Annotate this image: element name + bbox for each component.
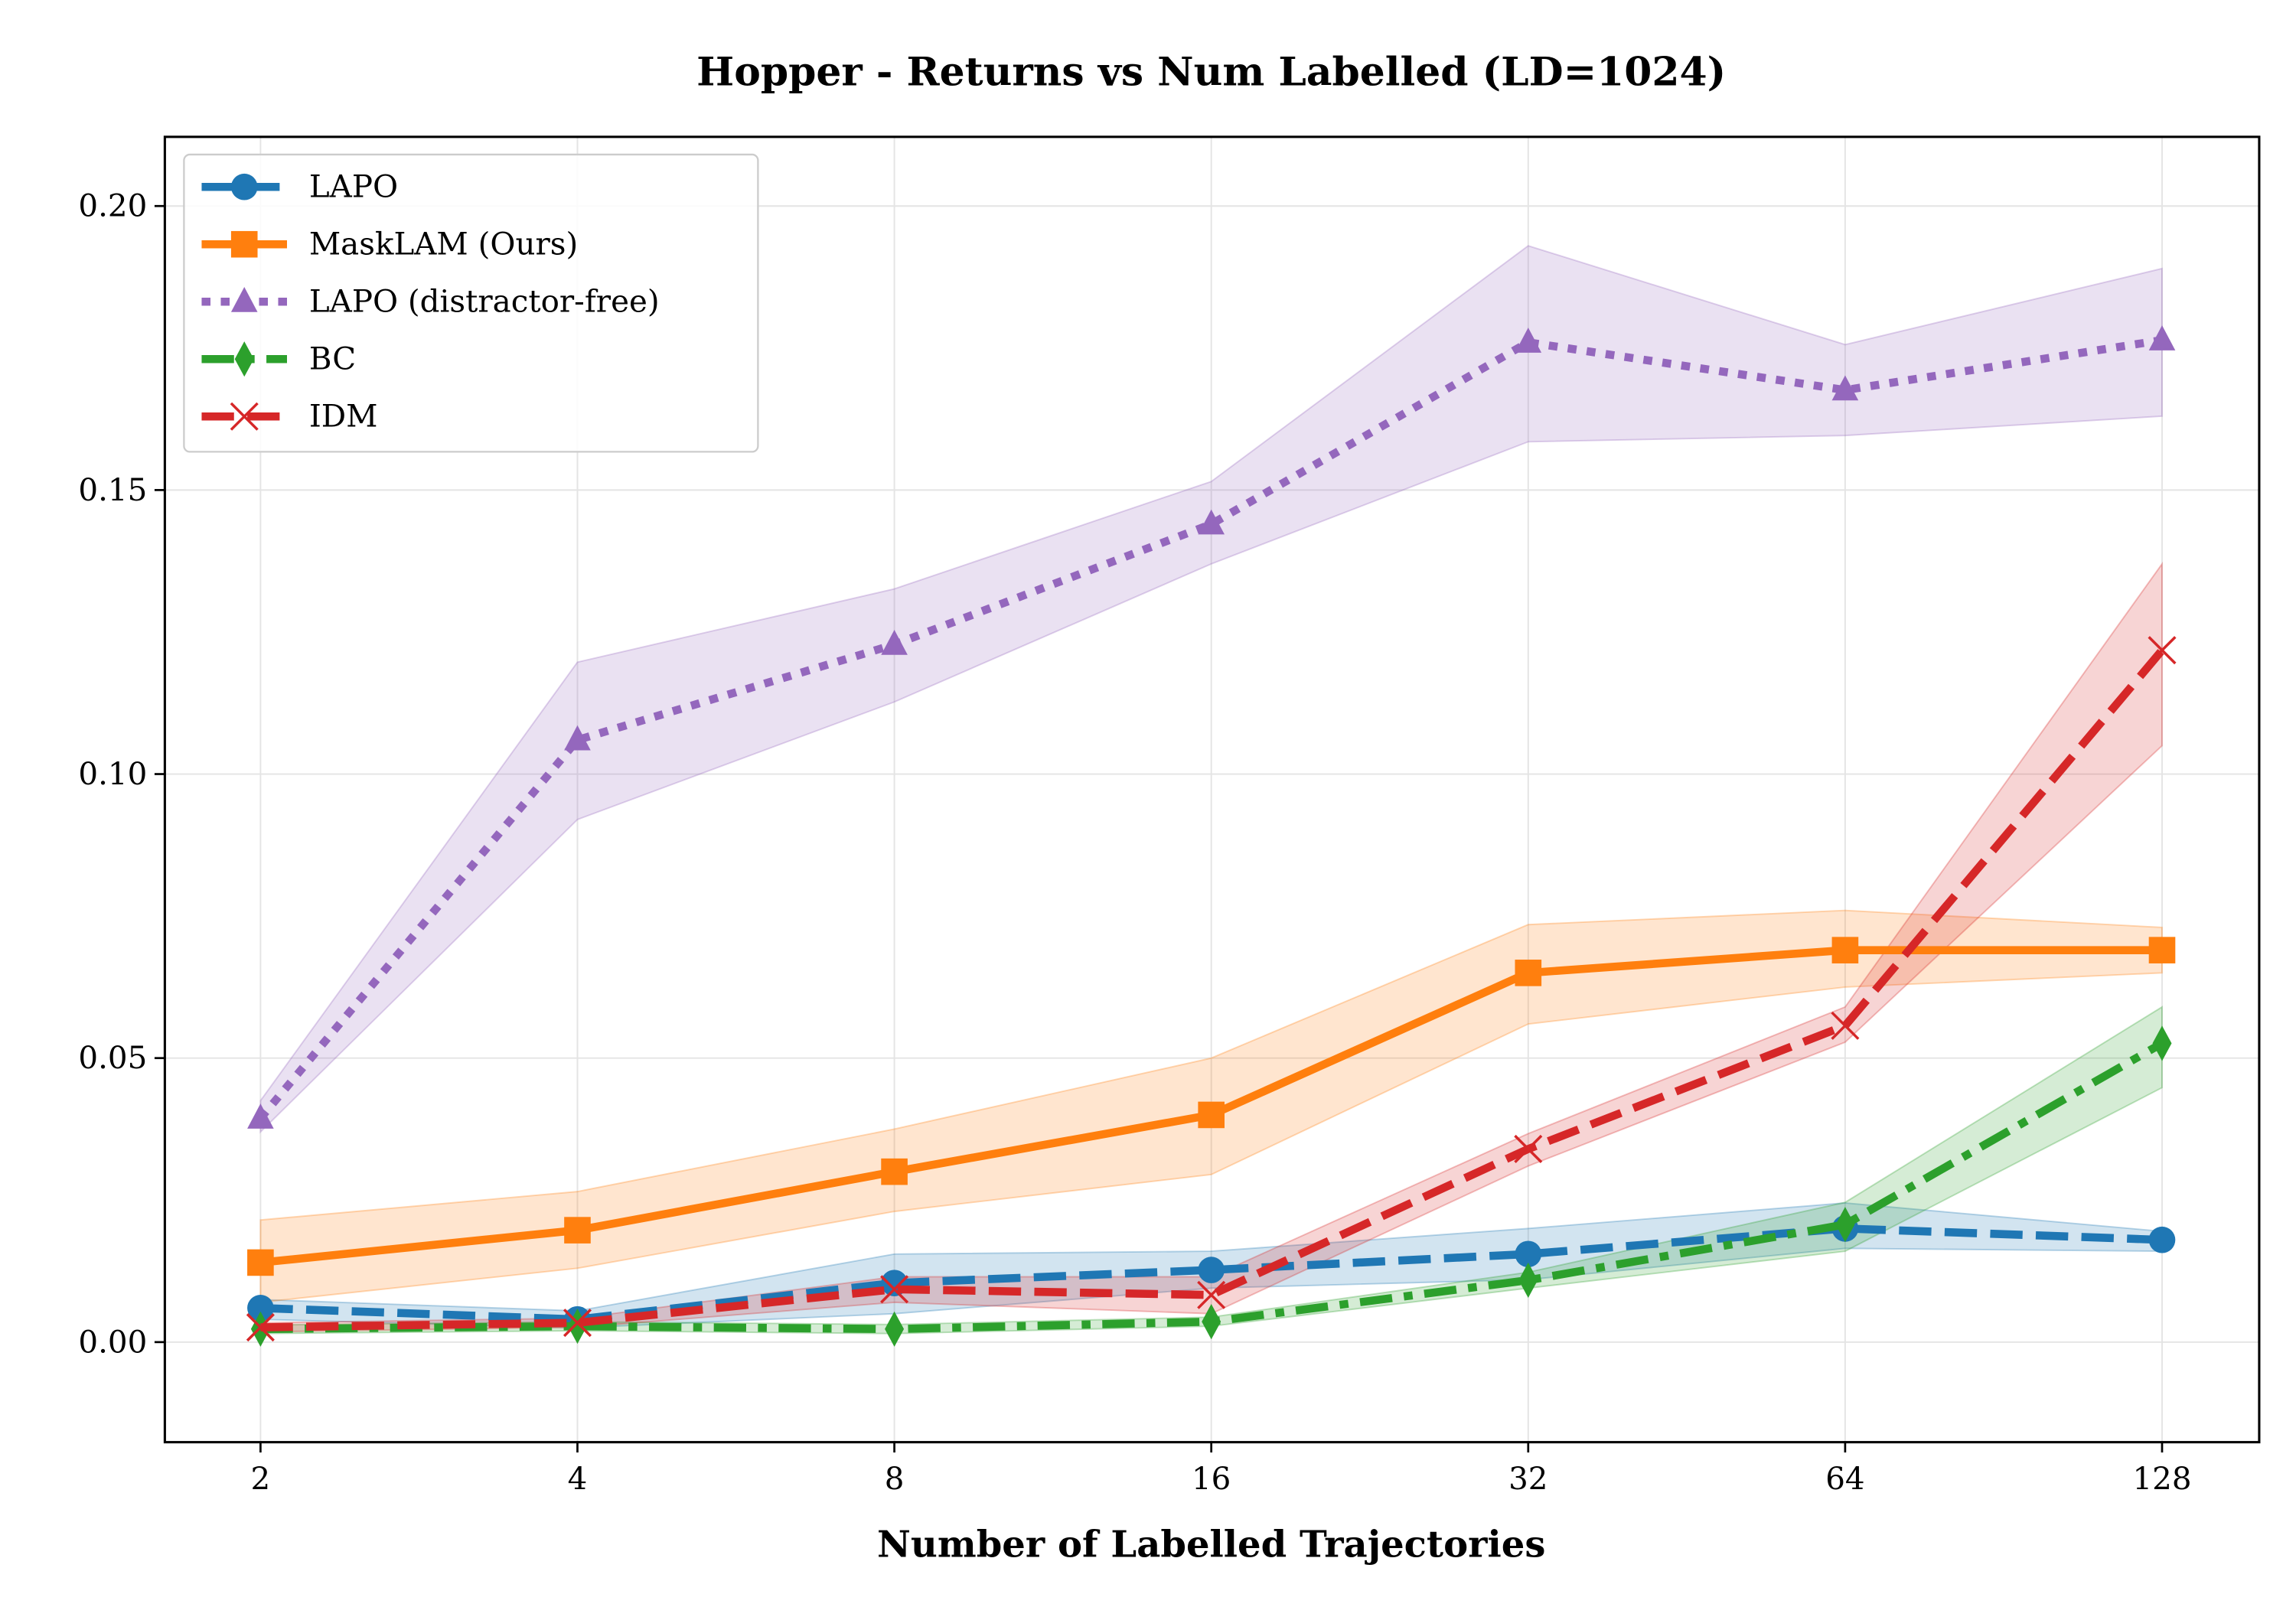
- marker-lapo: [1198, 1257, 1225, 1283]
- legend-box: [183, 153, 759, 453]
- marker-masklam-ours: [881, 1158, 908, 1185]
- x-tick-label: 32: [1508, 1461, 1548, 1497]
- series-lines: [246, 325, 2177, 1347]
- legend-marker-masklam-ours: [230, 230, 258, 258]
- marker-lapo: [2148, 1226, 2176, 1253]
- axis-ticks: 2 4 8 16 32 64 128 0.00 0.05 0.10 0.15 0.20: [78, 188, 2191, 1497]
- chart-title: Hopper - Returns vs Num Labelled (LD=102…: [696, 49, 1726, 96]
- marker-idm: [1514, 1134, 1543, 1163]
- x-tick-label: 2: [251, 1461, 271, 1497]
- marker-idm: [563, 1309, 592, 1338]
- marker-lapo-distractor-free: [247, 1103, 274, 1129]
- legend-label-lapo-distractor-free: LAPO (distractor-free): [309, 284, 660, 320]
- marker-masklam-ours: [564, 1217, 591, 1244]
- legend: LAPO MaskLAM (Ours) LAPO (distractor-free)…: [183, 153, 759, 453]
- y-tick-label: 0.05: [78, 1040, 147, 1076]
- marker-masklam-ours: [2148, 937, 2176, 963]
- marker-masklam-ours: [1198, 1101, 1225, 1129]
- marker-lapo-distractor-free: [1515, 328, 1542, 353]
- band-lapo-distractor-free: [259, 245, 2163, 1134]
- y-tick-label: 0.15: [78, 472, 147, 508]
- marker-lapo-distractor-free: [564, 725, 591, 751]
- marker-bc: [1835, 1207, 1855, 1243]
- marker-idm: [246, 1313, 275, 1342]
- x-tick-label: 4: [568, 1461, 588, 1497]
- y-tick-label: 0.00: [78, 1324, 147, 1360]
- legend-label-bc: BC: [309, 341, 356, 377]
- x-tick-label: 64: [1825, 1461, 1864, 1497]
- marker-masklam-ours: [247, 1249, 274, 1276]
- marker-lapo-distractor-free: [881, 630, 908, 655]
- marker-idm: [880, 1275, 909, 1304]
- legend-label-lapo: LAPO: [309, 169, 398, 205]
- x-tick-label: 16: [1192, 1461, 1231, 1497]
- marker-lapo: [1515, 1240, 1542, 1268]
- legend-label-masklam-ours: MaskLAM (Ours): [309, 227, 578, 262]
- marker-bc: [885, 1311, 905, 1347]
- legend-marker-lapo: [230, 173, 258, 200]
- marker-idm: [1831, 1011, 1860, 1040]
- legend-label-idm: IDM: [309, 399, 378, 435]
- x-tick-label: 128: [2132, 1461, 2191, 1497]
- marker-lapo-distractor-free: [1831, 375, 1859, 401]
- marker-bc: [1518, 1262, 1538, 1299]
- x-tick-label: 8: [885, 1461, 905, 1497]
- marker-lapo-distractor-free: [2148, 325, 2176, 350]
- marker-masklam-ours: [1515, 960, 1542, 986]
- x-axis-label: Number of Labelled Trajectories: [877, 1524, 1545, 1566]
- y-tick-label: 0.20: [78, 188, 147, 224]
- marker-masklam-ours: [1831, 937, 1859, 963]
- marker-lapo-distractor-free: [1198, 509, 1225, 535]
- legend-marker-idm: [230, 402, 259, 431]
- marker-idm: [2148, 636, 2177, 665]
- y-tick-label: 0.10: [78, 756, 147, 792]
- legend-marker-lapo-distractor-free: [230, 287, 258, 312]
- marker-bc: [1202, 1304, 1221, 1340]
- marker-lapo: [247, 1295, 274, 1322]
- marker-idm: [1197, 1280, 1226, 1309]
